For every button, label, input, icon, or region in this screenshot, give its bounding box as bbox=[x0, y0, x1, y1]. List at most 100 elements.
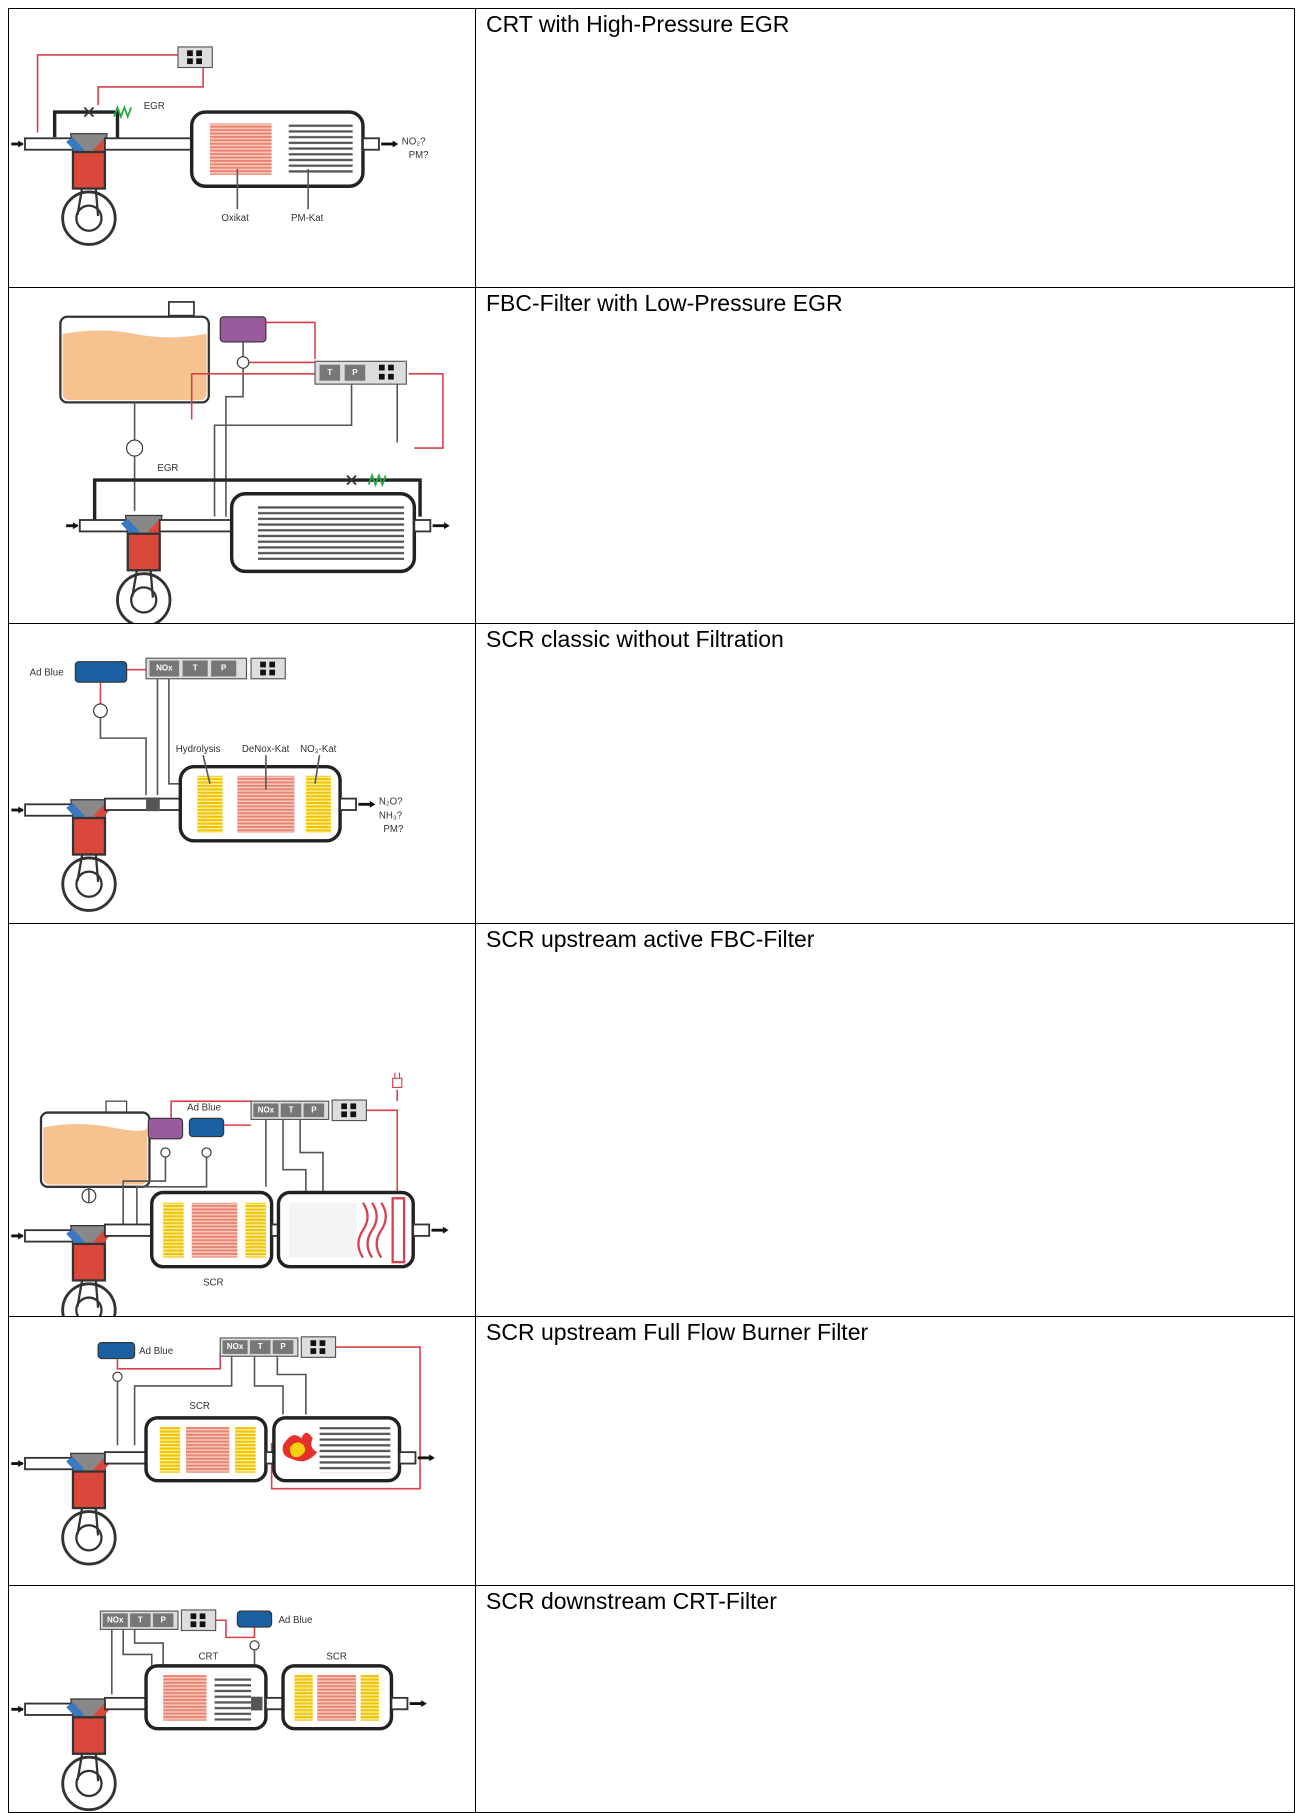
diagram: Ad Blue NOx T P Hydrolysis DeNox-Kat NO₃… bbox=[9, 657, 404, 912]
diagram-label: SCR bbox=[189, 1401, 209, 1412]
diagram-tbody: EGR NO₂? PM? Oxikat PM-Kat CRT with High… bbox=[8, 8, 1295, 1813]
diagram-use bbox=[177, 46, 213, 69]
diagram-rect bbox=[235, 1427, 256, 1473]
diagram-rect bbox=[391, 1197, 406, 1264]
diagram-cell: EGR NO₂? PM? Oxikat PM-Kat bbox=[8, 8, 476, 288]
diagram-cell: NOx T P Ad Blue CRT SCR bbox=[8, 1585, 476, 1813]
diagram-rect bbox=[362, 137, 380, 151]
diagram-circle bbox=[201, 1147, 212, 1158]
diagram-rect bbox=[211, 660, 237, 677]
diagram-path bbox=[99, 678, 192, 796]
diagram-rect bbox=[197, 775, 223, 833]
diagram-path bbox=[190, 321, 444, 449]
diagram-path bbox=[133, 341, 399, 517]
diagram-rect bbox=[378, 373, 385, 380]
diagram-rect bbox=[158, 519, 235, 533]
diagram-rect bbox=[305, 775, 331, 833]
row: T P EGR FBC-Filter with Low-Pressure EGR bbox=[8, 287, 1295, 624]
diagram-cell: T P EGR bbox=[8, 287, 476, 624]
diagram-label: N₂O? bbox=[379, 797, 403, 808]
diagram-rect bbox=[185, 1427, 230, 1473]
diagram-label: NOx bbox=[258, 1105, 275, 1114]
diagram-rect bbox=[188, 1117, 225, 1138]
diagram-path bbox=[97, 67, 204, 106]
diagram-rect bbox=[74, 661, 128, 683]
diagram: Ad Blue NOx T P SCR bbox=[9, 1336, 437, 1566]
diagram-rect bbox=[303, 1103, 325, 1118]
diagram-rect bbox=[319, 364, 341, 381]
diagram-label: P bbox=[221, 664, 227, 673]
diagram-label: T bbox=[327, 368, 332, 377]
diagram-rect bbox=[163, 1675, 207, 1721]
diagram-path bbox=[99, 668, 147, 704]
diagram-path bbox=[92, 478, 422, 521]
diagram-rect bbox=[317, 1675, 357, 1721]
diagram: Ad Blue NOx T P SCR bbox=[9, 1072, 451, 1316]
diagram-rect bbox=[214, 1675, 252, 1721]
diagram-path bbox=[367, 472, 387, 488]
diagram-path bbox=[52, 110, 120, 139]
row-title: SCR upstream Full Flow Burner Filter bbox=[475, 1316, 1295, 1586]
diagram-path bbox=[289, 1442, 306, 1458]
diagram-label: PM-Kat bbox=[291, 213, 324, 224]
diagram: EGR NO₂? PM? Oxikat PM-Kat bbox=[9, 46, 430, 246]
diagram-path bbox=[236, 169, 309, 210]
diagram-circle bbox=[160, 1147, 171, 1158]
diagram-circle bbox=[92, 703, 108, 719]
diagram-label: P bbox=[352, 368, 358, 377]
diagram-label: T bbox=[193, 664, 198, 673]
diagram-rect bbox=[104, 797, 184, 811]
diagram-rect bbox=[149, 660, 180, 677]
diagram-rect bbox=[163, 1202, 184, 1258]
diagram-path bbox=[113, 104, 133, 120]
diagram-rect bbox=[360, 1675, 379, 1721]
diagram-rect bbox=[104, 1696, 150, 1711]
diagram-cell: Ad Blue NOx T P Hydrolysis DeNox-Kat NO₃… bbox=[8, 623, 476, 924]
diagram-rect bbox=[378, 364, 385, 371]
diagram-g bbox=[378, 364, 394, 380]
diagram-rect bbox=[412, 1223, 431, 1237]
diagram-path bbox=[88, 1119, 324, 1227]
diagram-use bbox=[379, 139, 400, 149]
row: Ad Blue NOx T P SCR SCR upstream active … bbox=[8, 923, 1295, 1317]
diagram-rect bbox=[182, 660, 208, 677]
diagram-path bbox=[116, 1356, 307, 1446]
diagram-rect bbox=[103, 1451, 150, 1465]
diagram-path bbox=[43, 1123, 148, 1185]
diagram-label: NOx bbox=[156, 664, 173, 673]
diagram-use bbox=[408, 1698, 429, 1709]
diagram-rect bbox=[251, 1696, 263, 1711]
diagram-circle bbox=[236, 356, 250, 369]
diagram-rect bbox=[413, 519, 432, 533]
diagram-use bbox=[64, 514, 172, 623]
diagram-rect bbox=[97, 1341, 136, 1360]
row: NOx T P Ad Blue CRT SCR SCR downstream C… bbox=[8, 1585, 1295, 1813]
diagram-circle bbox=[126, 439, 144, 457]
row-title: FBC-Filter with Low-Pressure EGR bbox=[475, 287, 1295, 624]
diagram-rect bbox=[398, 1451, 417, 1465]
diagram-path bbox=[202, 755, 321, 790]
diagram-label: EGR bbox=[144, 101, 165, 112]
diagram-rect bbox=[105, 1100, 128, 1114]
diagram-label: SCR bbox=[203, 1277, 223, 1288]
diagram-rect bbox=[390, 1696, 409, 1711]
diagram-use bbox=[356, 799, 377, 810]
diagram-circle bbox=[249, 1640, 260, 1651]
diagram-rect bbox=[280, 1103, 302, 1118]
diagram-label: NO₃-Kat bbox=[300, 744, 337, 755]
diagram-rect bbox=[219, 316, 267, 343]
diagram-label: NO₂? bbox=[402, 136, 426, 147]
diagram-rect bbox=[339, 797, 357, 811]
diagram-rect bbox=[288, 123, 353, 175]
diagram-rect bbox=[103, 137, 195, 151]
diagram-rect bbox=[245, 1202, 266, 1258]
row-title: SCR classic without Filtration bbox=[475, 623, 1295, 924]
diagram-path bbox=[83, 106, 95, 118]
diagram-label: PM? bbox=[409, 150, 430, 161]
diagram-rect bbox=[103, 1223, 154, 1237]
diagram-use bbox=[300, 1336, 337, 1358]
diagram-table: EGR NO₂? PM? Oxikat PM-Kat CRT with High… bbox=[8, 8, 1295, 1813]
diagram-rect bbox=[209, 123, 272, 175]
row: EGR NO₂? PM? Oxikat PM-Kat CRT with High… bbox=[8, 8, 1295, 288]
